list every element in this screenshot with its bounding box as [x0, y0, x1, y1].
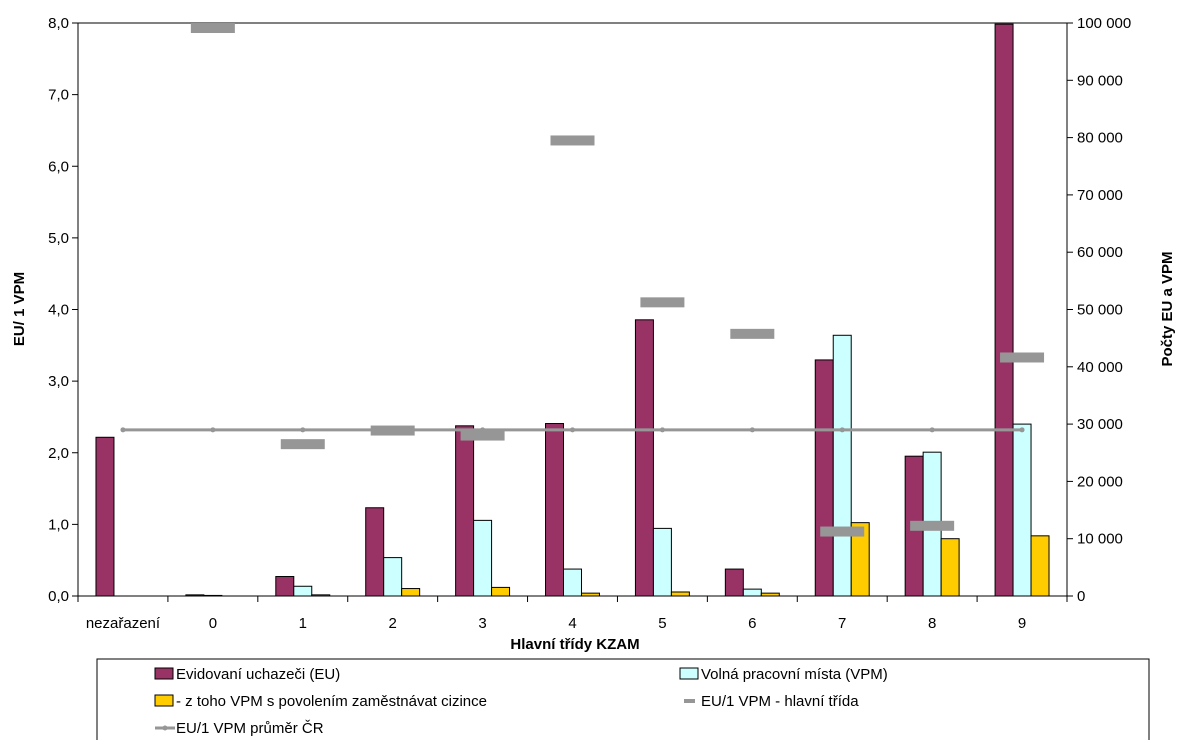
average-point-0 — [120, 427, 126, 433]
legend: Evidovaní uchazeči (EU) Volná pracovní mí… — [96, 658, 1150, 744]
legend-swatch-dot-4 — [162, 725, 168, 731]
ratio-marker-3 — [370, 425, 415, 436]
x-tick-label-9: 8 — [928, 615, 936, 632]
bar-s1-5 — [563, 568, 582, 597]
bar-s0-4 — [455, 425, 475, 597]
bar-s1-8 — [832, 334, 852, 597]
right-tick-label-9: 90 000 — [1077, 72, 1123, 89]
average-point-5 — [570, 427, 575, 433]
average-point-9 — [929, 427, 935, 433]
ratio-marker-1 — [190, 23, 235, 34]
legend-swatch-2 — [154, 694, 174, 707]
left-tick-label-7: 7,0 — [48, 87, 69, 104]
legend-swatch-0 — [154, 667, 174, 680]
ratio-marker-2 — [280, 439, 325, 450]
x-axis-title: Hlavní třídy KZAM — [510, 636, 639, 653]
ratio-marker-7 — [730, 328, 775, 339]
x-tick-label-5: 4 — [568, 615, 576, 632]
bar-s2-7 — [760, 592, 780, 597]
average-point-6 — [659, 427, 665, 433]
average-point-1 — [210, 427, 216, 433]
legend-box — [96, 658, 1150, 744]
bar-s1-7 — [742, 588, 762, 597]
bar-s0-2 — [275, 576, 295, 597]
legend-label-1: Volná pracovní místa (VPM) — [701, 666, 888, 683]
legend-swatch-3 — [684, 699, 695, 703]
bar-s0-7 — [724, 568, 744, 597]
bar-s2-9 — [940, 538, 960, 597]
ratio-marker-10 — [1000, 352, 1045, 363]
left-tick-label-3: 3,0 — [48, 373, 69, 390]
legend-label-3: EU/1 VPM - hlavní třída — [701, 693, 859, 710]
average-point-2 — [300, 427, 306, 433]
bar-s2-8 — [850, 522, 870, 597]
left-tick-label-5: 5,0 — [48, 230, 69, 247]
bar-s1-10 — [1012, 423, 1032, 597]
bar-s0-10 — [994, 23, 1014, 597]
average-point-7 — [749, 427, 755, 433]
plot-area — [77, 22, 1068, 597]
bar-s1-4 — [473, 519, 493, 597]
left-tick-label-1: 1,0 — [48, 516, 69, 533]
bar-s2-2 — [311, 594, 331, 597]
legend-label-4: EU/1 VPM průměr ČR — [176, 720, 324, 737]
bar-s0-0 — [95, 436, 115, 597]
bar-s2-3 — [401, 588, 421, 597]
ratio-marker-9 — [910, 520, 955, 531]
x-tick-label-8: 7 — [838, 615, 846, 632]
bar-s0-6 — [634, 319, 654, 597]
x-tick-label-3: 2 — [389, 615, 397, 632]
right-tick-label-0: 0 — [1077, 588, 1085, 605]
bar-s0-3 — [365, 507, 385, 597]
x-tick-label-0: nezařazení — [86, 615, 161, 632]
right-tick-label-3: 30 000 — [1077, 416, 1123, 433]
x-tick-label-1: 0 — [209, 615, 217, 632]
x-tick-label-10: 9 — [1018, 615, 1026, 632]
ratio-marker-6 — [640, 297, 685, 308]
y-axis-right-title: Počty EU a VPM — [1159, 251, 1176, 366]
bar-s0-5 — [545, 423, 565, 597]
legend-label-0: Evidovaní uchazeči (EU) — [176, 666, 340, 683]
y-axis-left-title: EU/ 1 VPM — [11, 272, 28, 346]
bar-s0-1 — [185, 594, 205, 597]
bar-s1-2 — [293, 585, 313, 597]
left-tick-label-8: 8,0 — [48, 15, 69, 32]
legend-label-2: - z toho VPM s povolením zaměstnávat ciz… — [176, 693, 487, 710]
right-tick-label-6: 60 000 — [1077, 244, 1123, 261]
right-tick-label-4: 40 000 — [1077, 359, 1123, 376]
right-tick-label-1: 10 000 — [1077, 531, 1123, 548]
right-tick-label-2: 20 000 — [1077, 473, 1123, 490]
left-tick-label-6: 6,0 — [48, 158, 69, 175]
x-tick-label-4: 3 — [478, 615, 486, 632]
bar-s1-1 — [203, 594, 223, 597]
left-tick-label-4: 4,0 — [48, 302, 69, 319]
right-tick-label-8: 80 000 — [1077, 130, 1123, 147]
average-point-8 — [839, 427, 845, 433]
right-tick-label-10: 100 000 — [1077, 15, 1131, 32]
bar-s0-8 — [814, 359, 834, 597]
legend-swatch-1 — [679, 667, 699, 680]
ratio-marker-4 — [460, 430, 505, 441]
average-point-10 — [1019, 427, 1025, 433]
x-tick-label-2: 1 — [299, 615, 307, 632]
bar-s2-4 — [491, 586, 511, 597]
x-tick-label-7: 6 — [748, 615, 756, 632]
left-tick-label-2: 2,0 — [48, 445, 69, 462]
bar-s1-3 — [383, 557, 403, 597]
bar-s2-5 — [580, 592, 600, 597]
bar-s1-6 — [652, 527, 672, 597]
right-tick-label-5: 50 000 — [1077, 302, 1123, 319]
bar-s2-10 — [1030, 535, 1050, 597]
right-tick-label-7: 70 000 — [1077, 187, 1123, 204]
left-tick-label-0: 0,0 — [48, 588, 69, 605]
bar-s2-6 — [670, 591, 690, 597]
ratio-marker-8 — [820, 526, 865, 537]
ratio-marker-5 — [550, 135, 595, 146]
x-tick-label-6: 5 — [658, 615, 666, 632]
